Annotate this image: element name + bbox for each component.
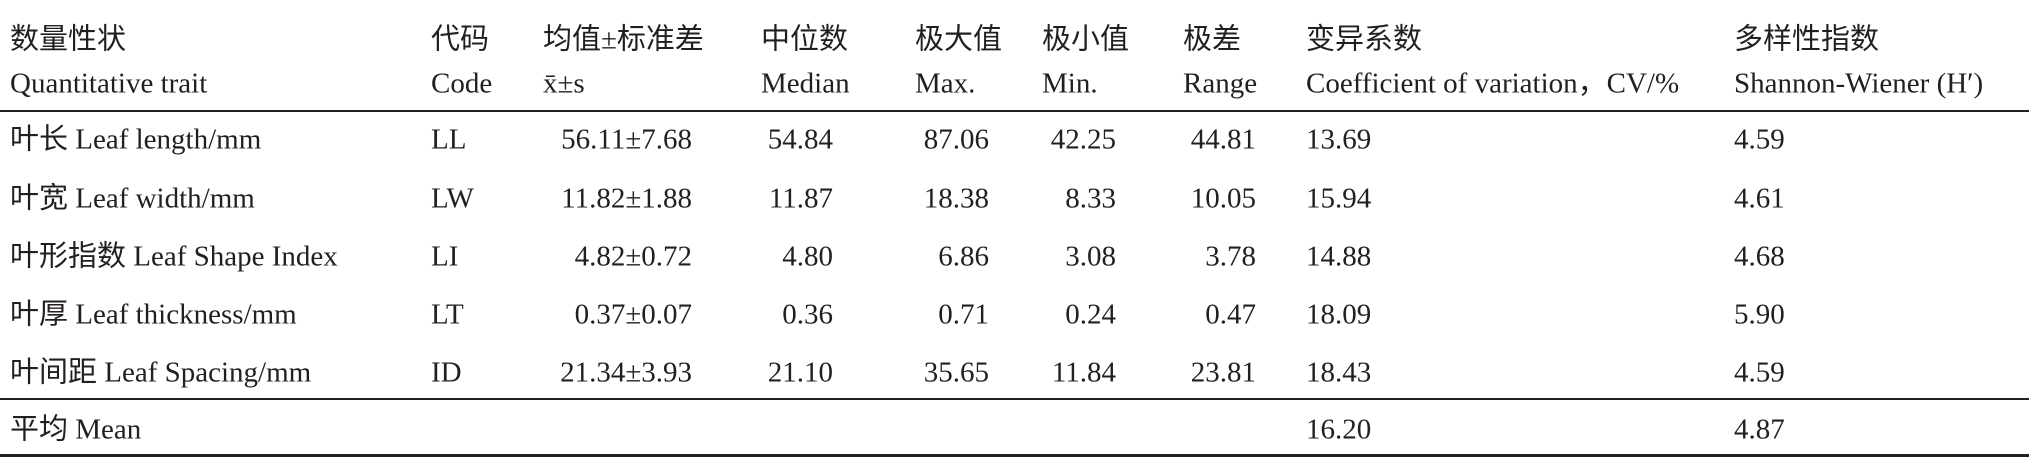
cell: 4.59 <box>1734 356 1785 389</box>
cell: 42.25 <box>1050 123 1116 156</box>
cell: 11.84 <box>1051 356 1116 389</box>
cell: 叶间距 Leaf Spacing/mm <box>10 356 312 389</box>
header-en: Max. <box>915 67 976 100</box>
cell: LL <box>431 123 467 156</box>
mean-h: 4.87 <box>1734 413 1785 446</box>
header-zh: 多样性指数 <box>1734 23 1880 56</box>
header-en: Min. <box>1042 67 1098 100</box>
cell: 0.24 <box>1065 298 1116 331</box>
cell: LI <box>431 240 459 273</box>
cell: 叶厚 Leaf thickness/mm <box>10 298 297 331</box>
cell: 21.34±3.93 <box>560 356 692 389</box>
cell: 15.94 <box>1306 182 1372 215</box>
cell: 11.87 <box>768 182 833 215</box>
header-zh: 均值±标准差 <box>543 23 704 56</box>
header-en: Median <box>761 67 850 100</box>
header-en: Range <box>1183 67 1258 100</box>
cell: 4.80 <box>782 240 833 273</box>
cell: 35.65 <box>923 356 989 389</box>
cell: 3.78 <box>1205 240 1256 273</box>
cell: 4.61 <box>1734 182 1785 215</box>
cell: LT <box>431 298 464 331</box>
cell: 11.82±1.88 <box>561 182 692 215</box>
header-en: x̄±s <box>543 67 585 100</box>
cell: 0.37±0.07 <box>574 298 692 331</box>
cell: 6.86 <box>938 240 989 273</box>
cell: 叶形指数 Leaf Shape Index <box>10 240 338 273</box>
cell: 5.90 <box>1734 298 1785 331</box>
cell: 4.68 <box>1734 240 1785 273</box>
header-zh: 极大值 <box>915 23 1003 56</box>
cell: 14.88 <box>1306 240 1372 273</box>
cell: 叶宽 Leaf width/mm <box>10 182 255 215</box>
cell: 3.08 <box>1065 240 1116 273</box>
cell: 23.81 <box>1190 356 1256 389</box>
header-en: Quantitative trait <box>10 67 208 100</box>
cell: 4.59 <box>1734 123 1785 156</box>
cell: 87.06 <box>923 123 989 156</box>
header-en: Coefficient of variation，CV/% <box>1306 67 1680 100</box>
cell: 44.81 <box>1190 123 1256 156</box>
cell: 叶长 Leaf length/mm <box>10 123 262 156</box>
header-zh: 代码 <box>431 23 490 56</box>
cell: 4.82±0.72 <box>574 240 692 273</box>
cell: 0.71 <box>938 298 989 331</box>
cell: 18.43 <box>1306 356 1372 389</box>
cell: 18.09 <box>1306 298 1372 331</box>
cell: 18.38 <box>923 182 989 215</box>
header-zh: 中位数 <box>761 23 849 56</box>
header-zh: 变异系数 <box>1306 23 1423 56</box>
cell: 21.10 <box>767 356 833 389</box>
cell: 10.05 <box>1190 182 1256 215</box>
bottom-rule <box>0 454 2029 457</box>
header-zh: 极差 <box>1183 23 1242 56</box>
cell: 13.69 <box>1306 123 1372 156</box>
cell: 54.84 <box>767 123 833 156</box>
mean-rule <box>0 398 2029 400</box>
header-zh: 数量性状 <box>10 23 127 56</box>
cell: 0.36 <box>782 298 833 331</box>
cell: 8.33 <box>1065 182 1116 215</box>
mean-cv: 16.20 <box>1306 413 1372 446</box>
header-zh: 极小值 <box>1042 23 1130 56</box>
cell: 56.11±7.68 <box>561 123 692 156</box>
header-rule <box>0 110 2029 112</box>
mean-label: 平均 Mean <box>10 413 142 446</box>
cell: LW <box>431 182 474 215</box>
cell: ID <box>431 356 462 389</box>
header-en: Shannon-Wiener (H′) <box>1734 67 1984 100</box>
header-en: Code <box>431 67 493 100</box>
cell: 0.47 <box>1205 298 1256 331</box>
